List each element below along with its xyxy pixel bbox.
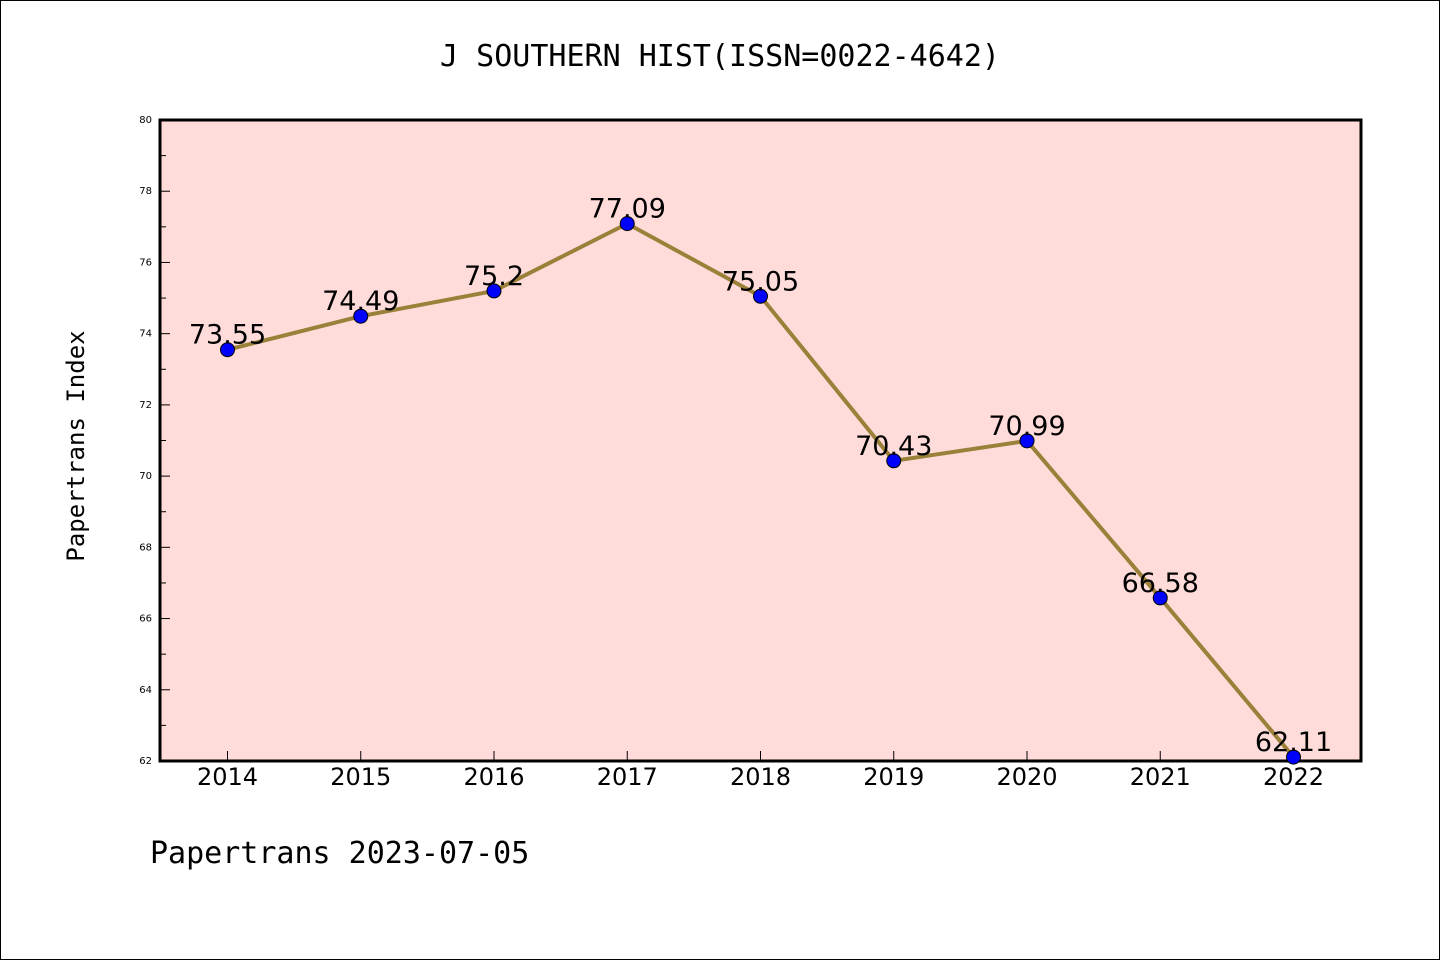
data-point <box>753 288 768 304</box>
x-axis-ticks: 2014 2015 2016 2017 2018 2019 2020 2021 2022 <box>197 751 1324 791</box>
data-point <box>1019 433 1035 449</box>
x-tick-label: 2014 <box>197 763 258 791</box>
x-tick-label: 2015 <box>330 763 391 791</box>
y-tick-label: 80 <box>139 115 152 126</box>
data-label: 73.55 <box>189 320 266 351</box>
data-label: 70.99 <box>988 411 1065 442</box>
x-tick-label: 2019 <box>863 763 924 791</box>
y-tick-label: 68 <box>139 542 152 553</box>
y-tick-label: 66 <box>139 614 152 625</box>
x-tick-label: 2021 <box>1130 763 1191 791</box>
x-tick-label: 2022 <box>1263 763 1324 791</box>
y-axis-ticks: 62 64 66 68 70 72 74 76 78 80 <box>139 115 170 767</box>
x-tick-label: 2018 <box>730 763 791 791</box>
series-group: 73.55 74.49 75.2 77.09 75.05 70.43 70.99 66.58 6… <box>189 194 1332 765</box>
x-tick-label: 2020 <box>996 763 1057 791</box>
data-point <box>1152 590 1168 606</box>
y-tick-label: 74 <box>139 329 152 340</box>
data-point <box>619 216 635 232</box>
data-point <box>1286 749 1301 765</box>
y-tick-label: 64 <box>139 685 152 696</box>
y-tick-label: 72 <box>139 400 152 411</box>
y-tick-label: 78 <box>139 186 152 197</box>
data-label: 75.2 <box>464 261 524 292</box>
data-label: 62.11 <box>1255 727 1332 758</box>
data-point <box>886 453 902 469</box>
data-label: 75.05 <box>722 266 799 297</box>
data-label: 74.49 <box>322 286 399 317</box>
data-label: 77.09 <box>589 194 666 225</box>
data-point <box>353 308 369 324</box>
data-label: 66.58 <box>1122 568 1199 599</box>
data-point <box>486 283 502 299</box>
y-tick-label: 76 <box>139 257 152 268</box>
x-tick-label: 2017 <box>597 763 658 791</box>
y-tick-label: 70 <box>139 471 152 482</box>
x-tick-label: 2016 <box>463 763 524 791</box>
footer-text: Papertrans 2023-07-05 <box>150 836 529 871</box>
chart-title: J SOUTHERN HIST(ISSN=0022-4642) <box>440 39 1000 74</box>
y-tick-label: 62 <box>139 756 152 767</box>
y-axis-label: Papertrans Index <box>62 330 90 561</box>
plot-area <box>158 118 1363 763</box>
data-point <box>220 342 235 358</box>
data-label: 70.43 <box>855 431 932 462</box>
